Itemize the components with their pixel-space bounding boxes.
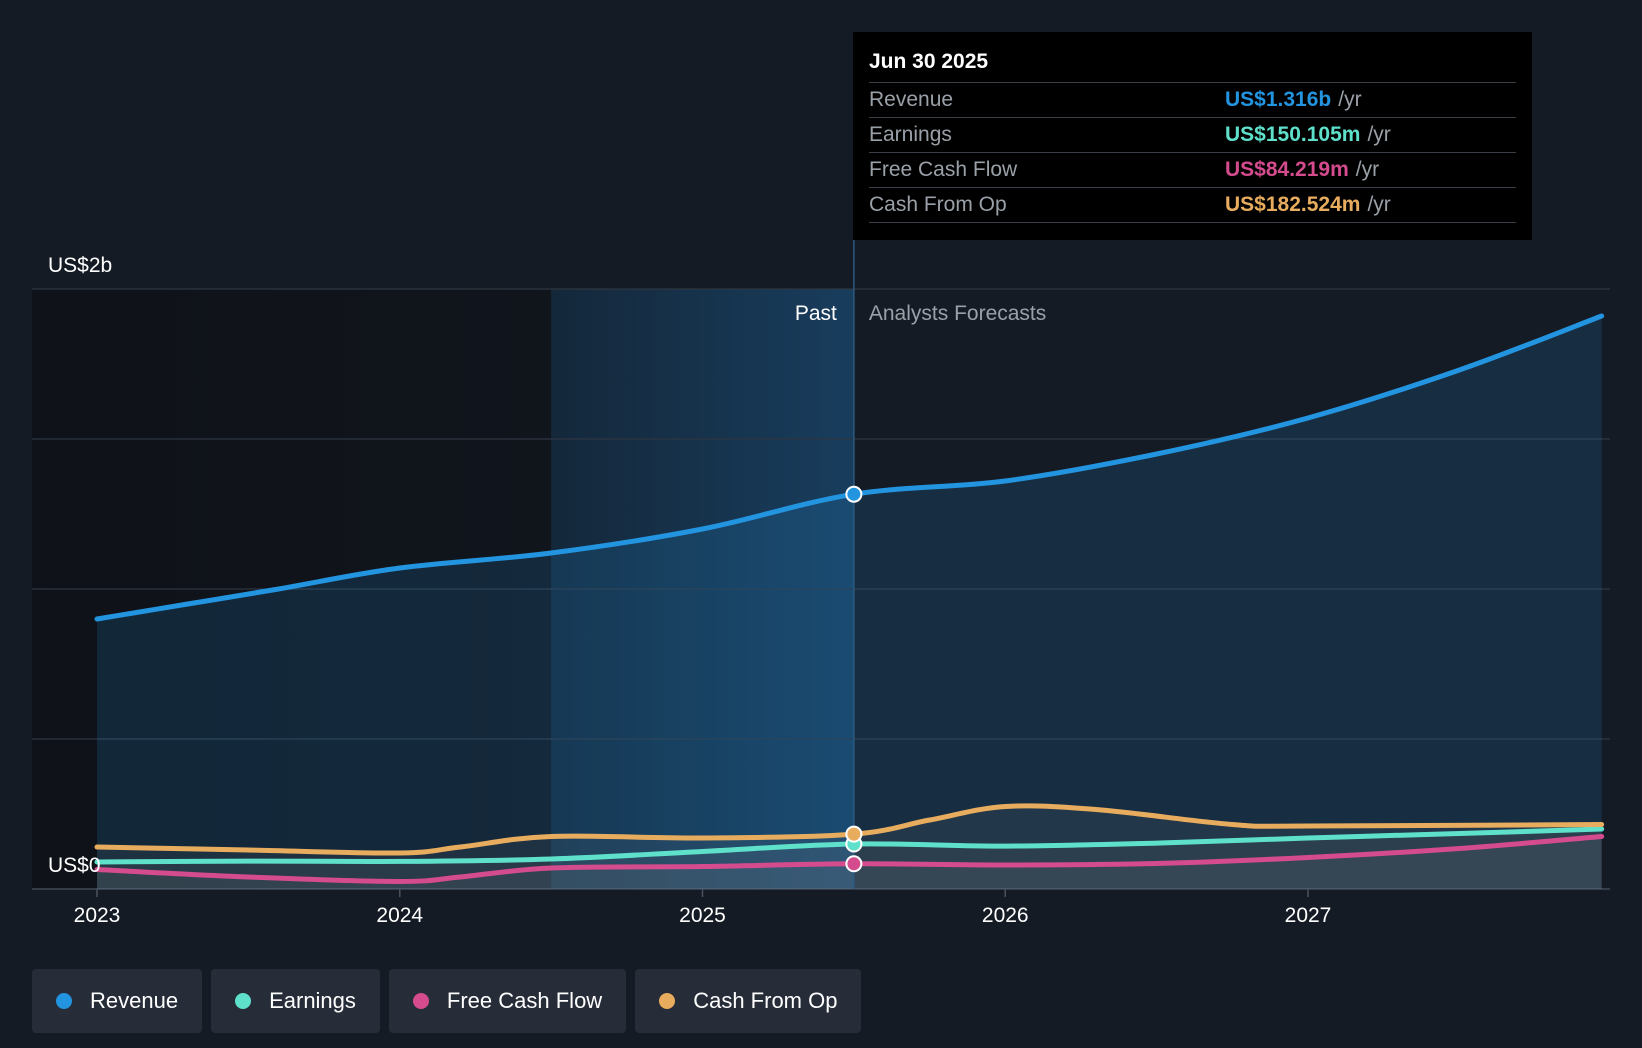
legend-label: Cash From Op: [693, 988, 838, 1013]
legend-label: Earnings: [269, 988, 356, 1013]
legend-label: Free Cash Flow: [446, 988, 603, 1013]
tooltip: Jun 30 2025 Revenue US$1.316b /yr Earnin…: [853, 32, 1532, 240]
tooltip-value: US$84.219m: [1225, 158, 1349, 181]
tooltip-value: US$150.105m: [1225, 123, 1361, 146]
revenue-dot-icon: [56, 993, 72, 1009]
tooltip-label: Cash From Op: [869, 193, 1007, 216]
tooltip-unit: /yr: [1367, 123, 1391, 146]
marker-free-cash-flow: [845, 855, 863, 873]
y-tick-label-bottom: US$0: [48, 854, 101, 877]
y-tick-label-top: US$2b: [48, 254, 112, 277]
marker-cash-from-op: [845, 825, 863, 843]
past-label: Past: [795, 302, 837, 325]
x-tick-label: 2024: [376, 904, 423, 927]
tooltip-row: Free Cash Flow US$84.219m /yr: [869, 152, 1516, 187]
x-tick-label: 2026: [982, 904, 1029, 927]
line-free-cash-flow: [94, 834, 1605, 885]
legend-label: Revenue: [90, 988, 179, 1013]
marker-revenue: [845, 485, 863, 503]
tooltip-label: Earnings: [869, 123, 952, 146]
free-cash-flow-dot-icon: [412, 993, 429, 1009]
tooltip-unit: /yr: [1338, 88, 1362, 111]
series-markers: [845, 485, 863, 873]
tooltip-date: Jun 30 2025: [869, 50, 989, 73]
forecast-label: Analysts Forecasts: [869, 302, 1046, 325]
area-revenue: [97, 316, 1602, 889]
x-tick-label: 2023: [74, 904, 121, 927]
tooltip-unit: /yr: [1367, 193, 1391, 216]
cash-from-op-dot-icon: [659, 993, 676, 1009]
tooltip-row: Revenue US$1.316b /yr: [869, 82, 1516, 117]
line-revenue: [94, 313, 1605, 622]
gridlines: [32, 288, 1610, 890]
legend-item-free-cash-flow[interactable]: Free Cash Flow: [388, 969, 627, 1033]
tooltip-row: Earnings US$150.105m /yr: [869, 117, 1516, 152]
x-axis: 2023 2024 2025 2026 2027: [74, 889, 1332, 927]
tooltip-value: US$1.316b: [1225, 88, 1332, 111]
tooltip-label: Free Cash Flow: [869, 158, 1018, 181]
legend-item-revenue[interactable]: Revenue: [32, 969, 203, 1033]
legend: Revenue Earnings Free Cash Flow Cash Fro…: [32, 969, 862, 1033]
legend-item-cash-from-op[interactable]: Cash From Op: [635, 969, 862, 1033]
x-tick-label: 2025: [679, 904, 726, 927]
tooltip-row: Cash From Op US$182.524m /yr: [869, 187, 1516, 223]
tooltip-label: Revenue: [869, 88, 954, 111]
tooltip-unit: /yr: [1355, 158, 1380, 181]
earnings-dot-icon: [235, 993, 252, 1009]
x-tick-label: 2027: [1285, 904, 1332, 927]
legend-item-earnings[interactable]: Earnings: [211, 969, 380, 1033]
tooltip-value: US$182.524m: [1225, 193, 1361, 216]
